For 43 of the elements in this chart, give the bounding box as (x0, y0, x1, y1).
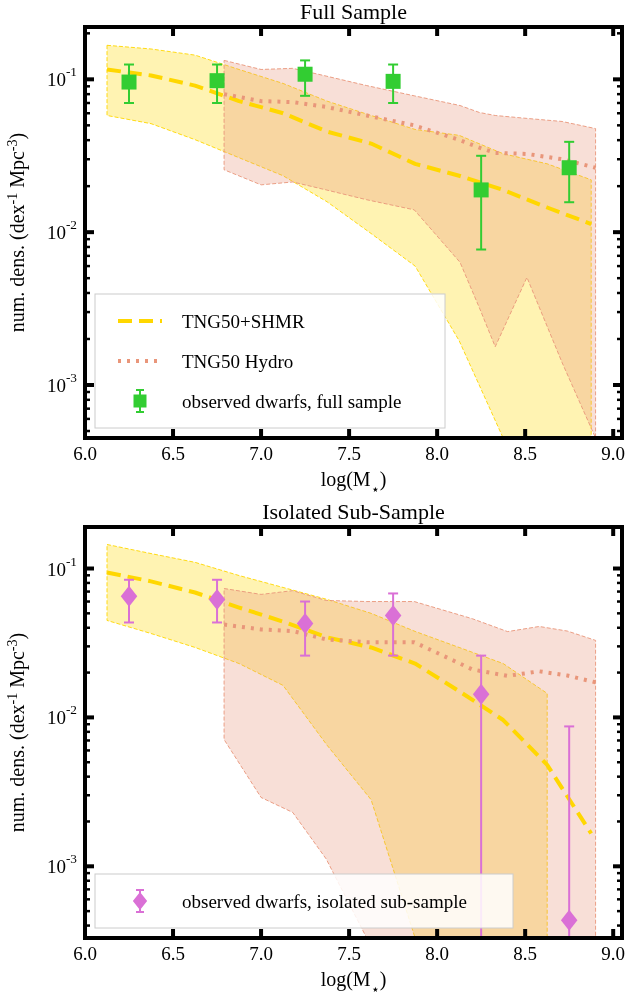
legend-label: TNG50 Hydro (182, 350, 294, 372)
x-axis-title: log(M$_{⋆}$) (320, 468, 387, 497)
y-tick-label: 10$^{-1}$ (46, 553, 77, 580)
x-tick-label: 7.0 (249, 943, 273, 964)
x-tick-label: 6.0 (73, 943, 97, 964)
legend-label: observed dwarfs, full sample (182, 390, 402, 412)
y-tick-label: 10$^{-2}$ (46, 217, 77, 243)
point (121, 74, 137, 90)
point (472, 683, 490, 705)
point (385, 73, 401, 89)
x-tick-label: 6.5 (161, 443, 185, 464)
y-tick-label: 10$^{-2}$ (46, 702, 77, 728)
x-tick-label: 8.0 (425, 443, 450, 464)
x-tick-label: 8.5 (513, 943, 538, 964)
line-series (105, 570, 594, 836)
point (120, 585, 138, 607)
y-tick-label: 10$^{-1}$ (46, 64, 77, 90)
point (561, 160, 577, 176)
y-tick-label: 10$^{-3}$ (46, 370, 78, 396)
chart-title: Isolated Sub-Sample (262, 499, 445, 524)
x-tick-label: 9.0 (601, 443, 626, 464)
point (473, 182, 489, 198)
x-tick-label: 6.0 (73, 443, 97, 464)
point (297, 66, 313, 82)
x-tick-label: 8.0 (425, 943, 450, 964)
line-series (105, 67, 594, 227)
x-tick-label: 7.5 (337, 943, 361, 964)
line-series (222, 622, 598, 685)
x-axis-title: log(M$_{⋆}$) (320, 968, 387, 997)
legend-label: observed dwarfs, isolated sub-sample (182, 890, 467, 912)
point (384, 604, 402, 626)
point (560, 909, 578, 931)
point (209, 73, 225, 89)
x-tick-label: 9.0 (601, 943, 626, 964)
y-tick-label: 10$^{-3}$ (46, 851, 78, 877)
point (208, 588, 226, 610)
x-tick-label: 7.0 (249, 443, 273, 464)
x-tick-label: 7.5 (337, 443, 361, 464)
legend-label: TNG50+SHMR (182, 310, 305, 332)
chart-title: Full Sample (300, 0, 407, 24)
x-tick-label: 8.5 (513, 443, 538, 464)
point (296, 612, 314, 634)
x-tick-label: 6.5 (161, 943, 185, 964)
